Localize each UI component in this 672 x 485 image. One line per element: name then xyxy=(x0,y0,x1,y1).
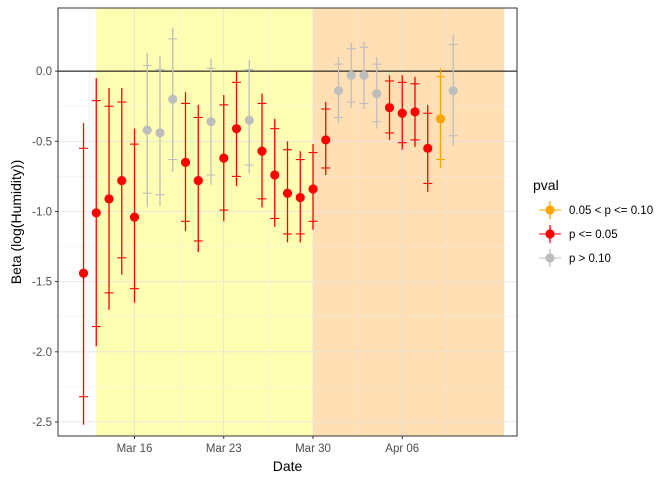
data-point-2020-03-25 xyxy=(244,59,254,174)
y-tick-label: -1.5 xyxy=(32,277,52,289)
point-marker xyxy=(372,89,382,99)
data-point-2020-03-22 xyxy=(206,58,216,185)
point-marker xyxy=(423,143,433,153)
shaded-band-1 xyxy=(96,8,313,436)
x-tick-label: Apr 06 xyxy=(385,443,419,455)
point-marker xyxy=(168,94,178,104)
point-marker xyxy=(321,135,331,145)
data-point-2020-04-07 xyxy=(410,76,420,147)
y-axis-title: Beta (log(Humidity)) xyxy=(8,160,24,284)
y-tick-label: -1.0 xyxy=(32,206,52,218)
point-marker xyxy=(410,107,420,117)
point-marker xyxy=(333,86,344,96)
x-tick-label: Mar 23 xyxy=(206,443,242,455)
y-axis-ticks: 0.0 -0.5 -1.0 -1.5 -2.0 -2.5 xyxy=(32,66,58,429)
legend-entry-2: p <= 0.05 xyxy=(539,225,618,243)
data-point-2020-03-31 xyxy=(321,102,331,175)
data-point-2020-04-05 xyxy=(384,75,395,140)
data-point-2020-03-27 xyxy=(270,118,280,227)
data-point-2020-03-17 xyxy=(142,52,152,208)
shaded-band-2 xyxy=(313,8,505,436)
legend-key-marker xyxy=(545,205,555,215)
data-point-2020-04-03 xyxy=(359,41,369,110)
point-marker xyxy=(346,70,356,80)
data-point-2020-04-01 xyxy=(333,57,344,124)
data-point-2020-03-19 xyxy=(168,27,178,173)
data-point-2020-03-15 xyxy=(117,87,127,275)
y-tick-label: 0.0 xyxy=(36,66,52,78)
x-tick-label: Mar 30 xyxy=(295,443,331,455)
legend-label: p > 0.10 xyxy=(569,253,611,265)
point-marker xyxy=(117,176,127,186)
x-axis-title: Date xyxy=(273,458,303,474)
data-point-2020-03-28 xyxy=(282,141,293,243)
point-marker xyxy=(193,176,203,186)
legend: pval 0.05 < p <= 0.10 p <= 0.05 p > 0.10 xyxy=(533,177,653,267)
legend-title: pval xyxy=(533,177,559,193)
y-tick-label: -2.0 xyxy=(32,347,52,359)
y-tick-label: -2.5 xyxy=(32,417,52,429)
point-marker xyxy=(91,208,101,218)
data-point-2020-03-16 xyxy=(129,128,140,303)
point-marker xyxy=(359,70,369,80)
point-marker xyxy=(129,212,140,222)
background-bands xyxy=(96,8,505,436)
data-point-2020-04-09 xyxy=(435,68,446,168)
point-marker xyxy=(435,114,446,124)
point-marker xyxy=(219,153,229,163)
point-marker xyxy=(384,103,395,113)
point-marker xyxy=(155,128,165,138)
point-marker xyxy=(282,188,293,198)
data-point-2020-04-10 xyxy=(448,34,458,146)
data-point-2020-03-24 xyxy=(231,71,242,187)
point-marker xyxy=(180,157,191,167)
data-point-2020-03-29 xyxy=(295,151,305,243)
point-marker xyxy=(142,125,152,135)
legend-label: 0.05 < p <= 0.10 xyxy=(569,205,653,217)
x-axis-ticks: Mar 16 Mar 23 Mar 30 Apr 06 xyxy=(117,436,419,455)
data-point-2020-03-21 xyxy=(193,104,203,253)
legend-key-marker xyxy=(545,229,555,239)
point-marker xyxy=(270,170,280,180)
point-marker xyxy=(308,184,318,194)
data-point-2020-03-30 xyxy=(308,144,318,230)
legend-label: p <= 0.05 xyxy=(569,229,618,241)
data-points xyxy=(78,27,458,425)
legend-entry-3: p > 0.10 xyxy=(539,249,611,267)
point-marker xyxy=(295,192,305,203)
data-point-2020-04-02 xyxy=(346,43,356,108)
y-tick-label: -0.5 xyxy=(32,136,52,148)
x-tick-label: Mar 16 xyxy=(117,443,153,455)
data-point-2020-03-14 xyxy=(104,87,114,310)
data-point-2020-04-04 xyxy=(372,57,382,129)
point-marker xyxy=(231,124,242,134)
data-point-2020-03-12 xyxy=(78,123,89,425)
point-marker xyxy=(206,117,216,127)
data-point-2020-03-20 xyxy=(180,92,191,232)
point-marker xyxy=(104,194,114,204)
point-marker xyxy=(448,86,458,96)
legend-entry-1: 0.05 < p <= 0.10 xyxy=(539,201,653,219)
data-point-2020-04-06 xyxy=(397,75,407,150)
point-marker xyxy=(244,115,254,125)
point-marker xyxy=(257,146,267,156)
point-marker xyxy=(397,108,407,118)
plot-frame xyxy=(57,7,518,437)
legend-key-marker xyxy=(545,253,555,263)
data-point-2020-03-23 xyxy=(219,95,229,222)
data-point-2020-03-18 xyxy=(155,55,165,206)
point-marker xyxy=(78,268,89,278)
data-point-2020-03-26 xyxy=(257,93,267,208)
data-point-2020-03-13 xyxy=(91,78,101,347)
data-point-2020-04-08 xyxy=(423,104,433,192)
